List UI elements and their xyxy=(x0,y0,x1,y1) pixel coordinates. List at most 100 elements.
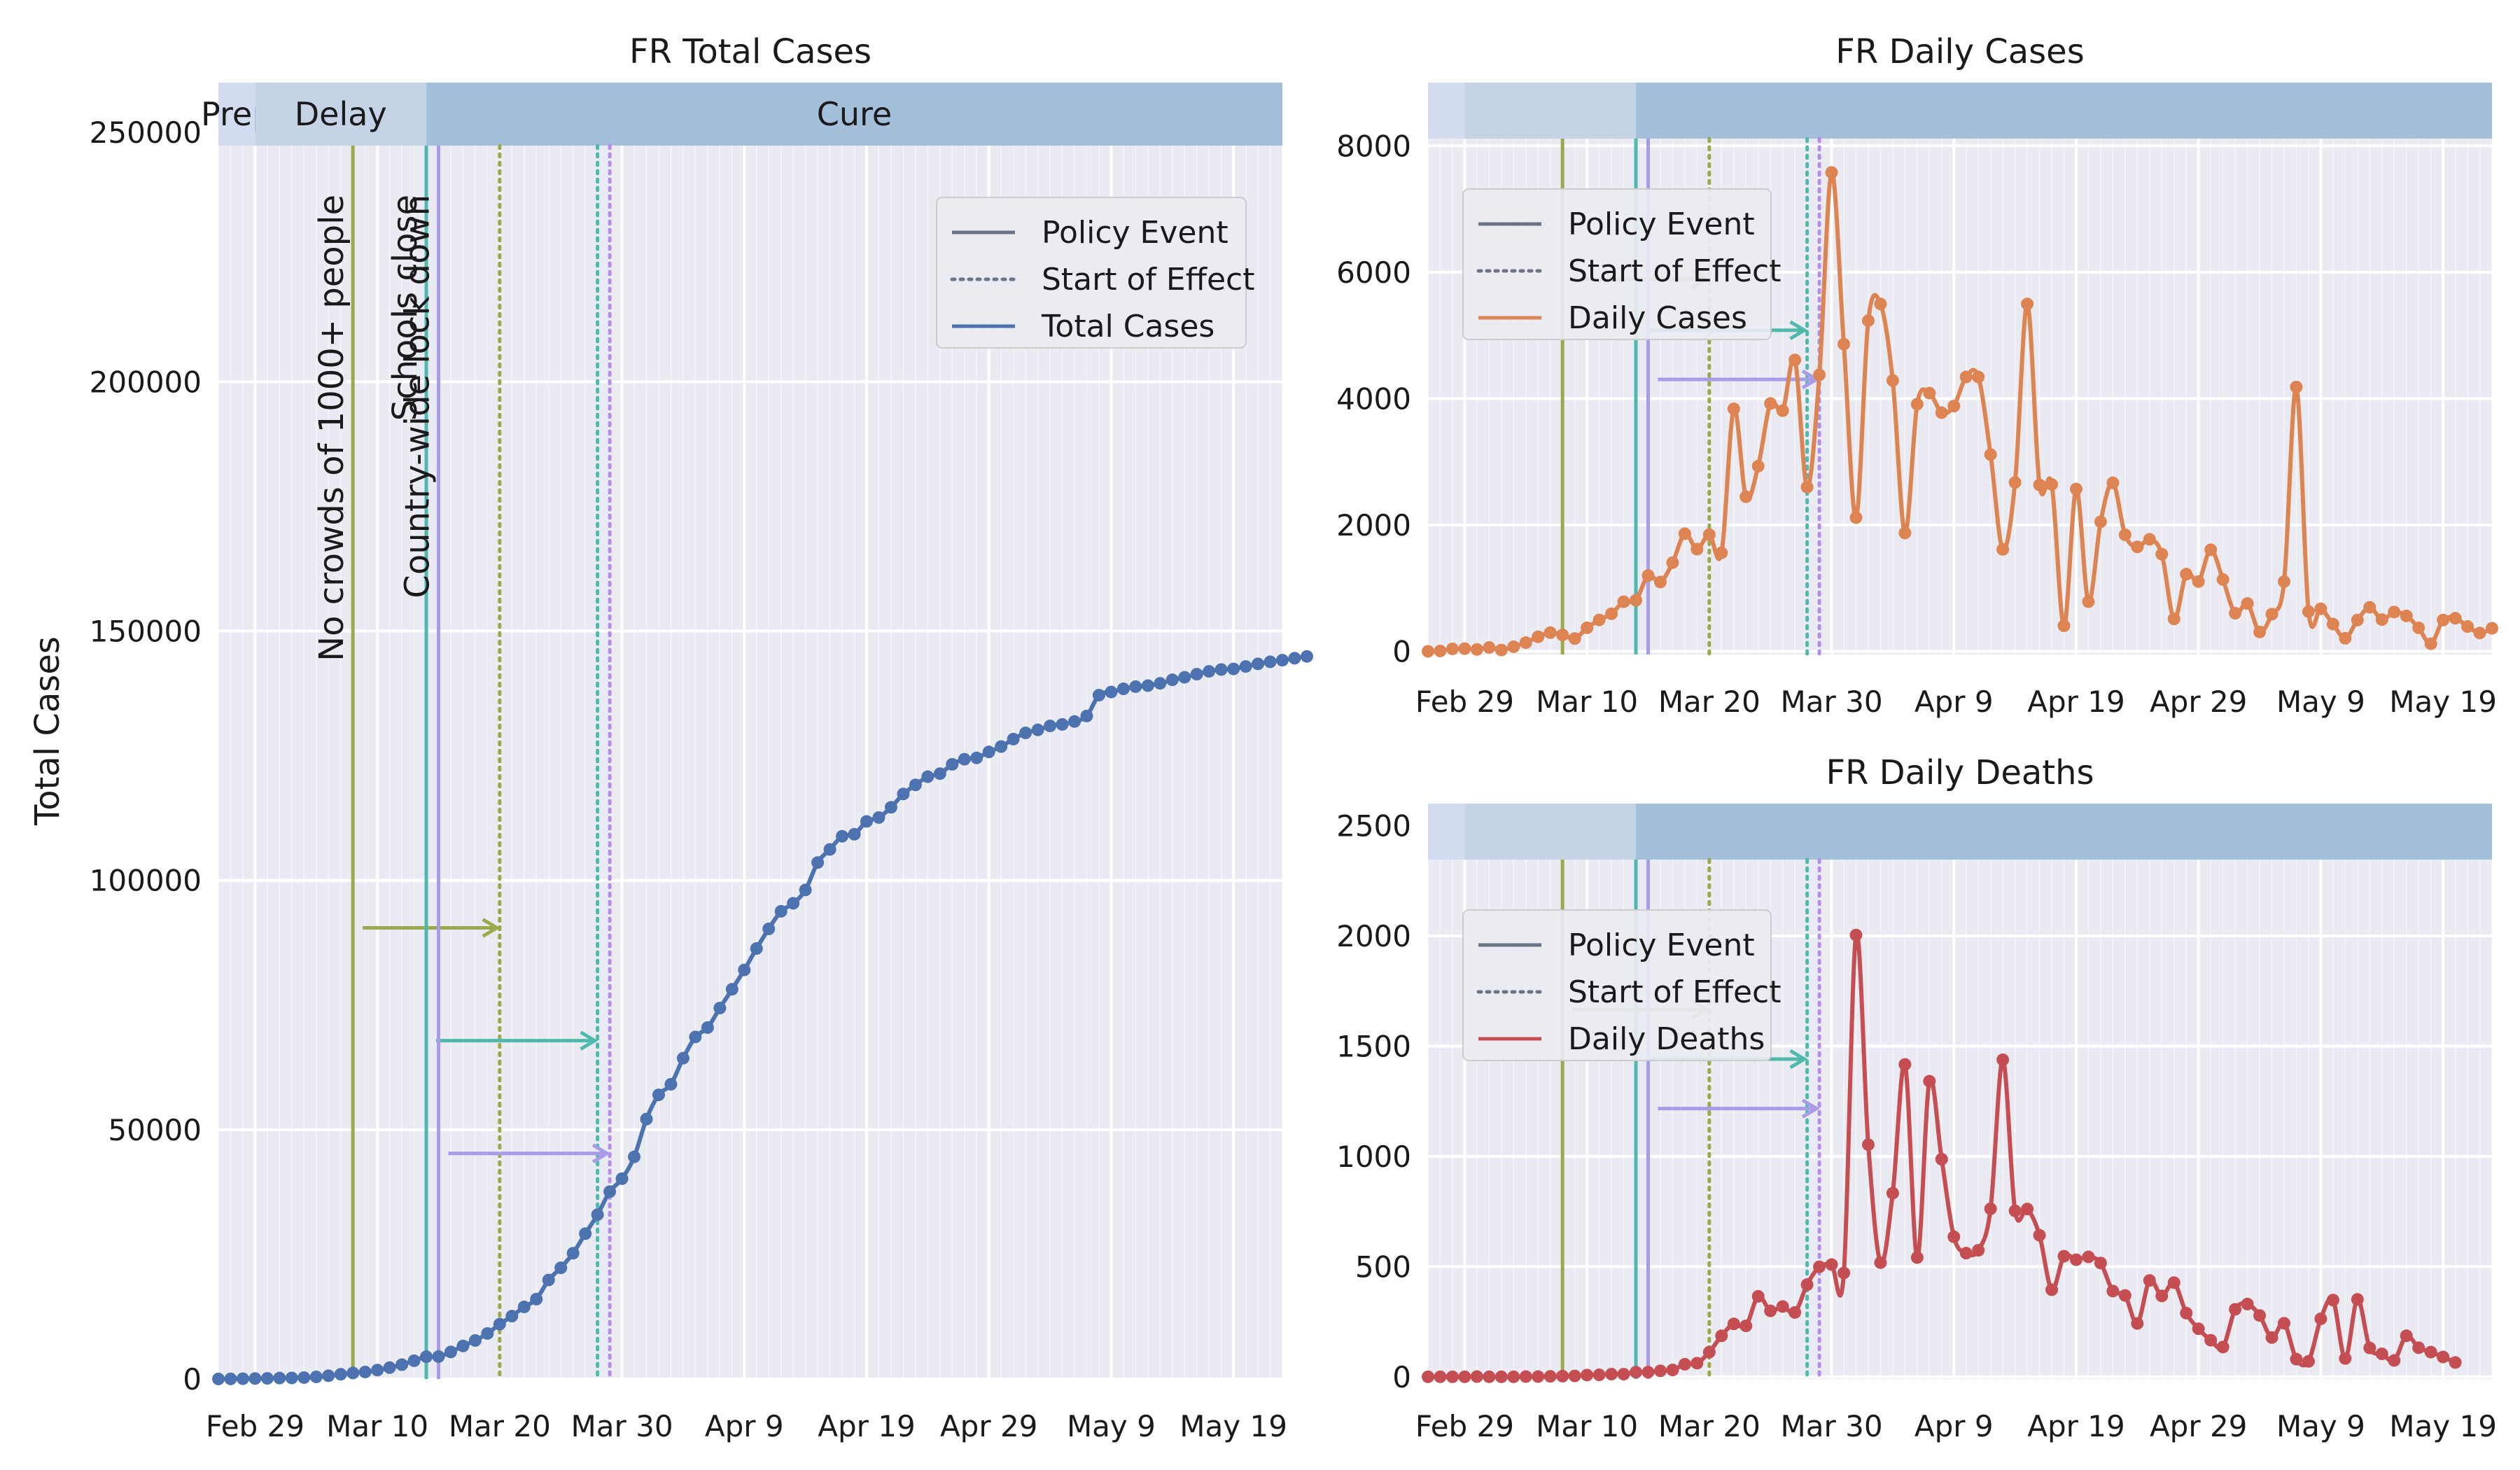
policy-event-label: Country-wide lock down xyxy=(398,195,437,598)
data-point xyxy=(1751,1289,1765,1303)
data-point xyxy=(273,1371,286,1385)
data-point xyxy=(738,963,751,976)
data-point xyxy=(2094,1256,2107,1270)
data-point xyxy=(2155,1289,2169,1303)
data-point xyxy=(1092,689,1105,702)
data-point xyxy=(1849,511,1863,524)
data-point xyxy=(1483,640,1496,654)
data-point xyxy=(2143,1274,2156,1287)
data-point xyxy=(1239,660,1252,673)
data-point xyxy=(1630,594,1643,607)
data-point xyxy=(1630,1366,1643,1379)
data-point xyxy=(2302,1354,2315,1368)
data-point xyxy=(2400,1329,2413,1343)
y-tick-label: 1500 xyxy=(1336,1029,1411,1063)
data-point xyxy=(334,1368,347,1381)
data-point xyxy=(505,1310,519,1323)
data-point xyxy=(383,1361,396,1374)
data-point xyxy=(1825,166,1838,179)
data-point xyxy=(2216,573,2230,586)
data-point xyxy=(2082,1250,2095,1264)
plot-area xyxy=(1428,804,2492,1379)
data-point xyxy=(1581,1368,1594,1382)
effect-arrow-head xyxy=(592,1143,610,1163)
data-point xyxy=(2424,1345,2437,1359)
data-point xyxy=(970,751,983,764)
data-point xyxy=(456,1339,470,1352)
x-tick-label: May 9 xyxy=(2276,685,2365,719)
data-point xyxy=(2486,622,2498,635)
phase-band-delay xyxy=(255,83,427,146)
data-point xyxy=(1434,1370,1447,1383)
data-point xyxy=(2339,1352,2352,1365)
data-point xyxy=(212,1372,225,1385)
data-point xyxy=(2204,1334,2218,1347)
data-point xyxy=(872,811,886,824)
data-point xyxy=(2265,608,2278,621)
legend-label: Policy Event xyxy=(1568,927,1755,963)
data-point xyxy=(823,843,836,856)
x-tick-label: Apr 29 xyxy=(2150,685,2247,719)
data-point xyxy=(1300,650,1313,663)
data-point xyxy=(2069,482,2082,496)
legend-label: Policy Event xyxy=(1568,206,1755,242)
data-point xyxy=(1458,1370,1471,1383)
policy-event-label: Schools close xyxy=(386,195,425,421)
data-point xyxy=(493,1317,506,1331)
data-point xyxy=(799,883,812,897)
data-point xyxy=(1556,1369,1569,1382)
phase-band-delay xyxy=(1464,804,1637,860)
data-point xyxy=(2449,612,2462,625)
data-point xyxy=(2424,637,2437,650)
data-point xyxy=(1264,655,1277,668)
legend: Policy Event Start of Effect Daily Cases xyxy=(1462,188,1782,340)
data-point xyxy=(1923,386,1936,400)
data-point xyxy=(2314,602,2328,615)
data-point xyxy=(2388,606,2401,619)
data-point xyxy=(652,1088,665,1102)
x-tick-label: Mar 20 xyxy=(449,1409,551,1443)
data-point xyxy=(787,897,800,910)
data-point xyxy=(848,827,861,841)
legend-label: Start of Effect xyxy=(1042,262,1255,298)
data-point xyxy=(1568,632,1581,645)
effect-arrow-head xyxy=(580,1030,598,1051)
data-point xyxy=(1788,354,1802,367)
data-point xyxy=(2033,478,2046,491)
data-point xyxy=(725,983,738,996)
data-point xyxy=(713,1002,727,1015)
minor-grid xyxy=(1427,804,2493,1379)
data-point xyxy=(2339,631,2352,645)
data-point xyxy=(860,815,873,828)
data-point xyxy=(1996,542,2010,556)
data-point xyxy=(1519,1370,1532,1383)
data-point xyxy=(468,1334,482,1347)
data-point xyxy=(2216,1340,2230,1354)
data-point xyxy=(701,1021,714,1034)
y-tick-label: 150000 xyxy=(90,615,202,649)
phase-band-cure xyxy=(1636,804,2492,860)
x-tick-label: Apr 29 xyxy=(940,1409,1037,1443)
data-point xyxy=(762,922,776,935)
data-point xyxy=(1007,732,1020,746)
data-point xyxy=(1080,709,1093,722)
data-point xyxy=(1715,546,1728,559)
data-point xyxy=(1446,642,1459,655)
data-point xyxy=(1519,636,1532,650)
legend-box xyxy=(936,197,1247,349)
data-point xyxy=(1874,1256,1887,1269)
x-tick-label: Mar 30 xyxy=(1781,685,1883,719)
x-tick-label: May 9 xyxy=(2276,1409,2365,1443)
data-point xyxy=(1105,685,1118,699)
x-tick-label: Feb 29 xyxy=(1415,1409,1514,1443)
legend-label: Start of Effect xyxy=(1568,253,1782,289)
data-point xyxy=(309,1370,323,1383)
effect-arrow-head xyxy=(482,918,500,938)
data-point xyxy=(481,1326,494,1340)
data-point xyxy=(1470,1370,1483,1383)
data-point xyxy=(1019,726,1032,739)
data-point xyxy=(2008,476,2022,489)
x-tick-label: Apr 19 xyxy=(2027,685,2124,719)
x-tick-label: Feb 29 xyxy=(206,1409,304,1443)
data-point xyxy=(1898,526,1912,540)
